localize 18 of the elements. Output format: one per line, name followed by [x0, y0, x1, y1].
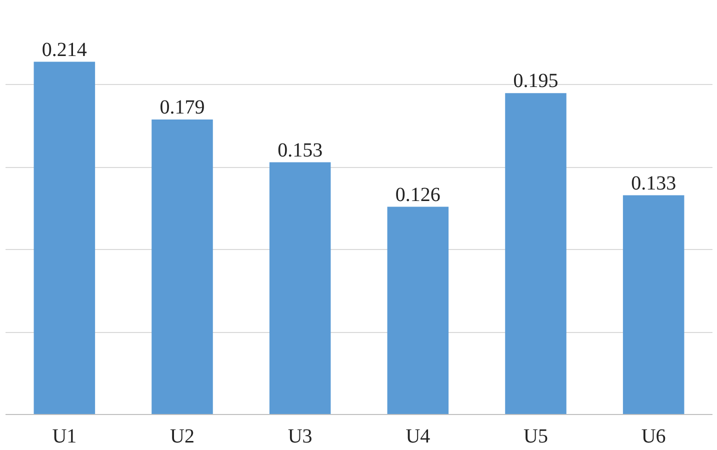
- x-tick-label: U2: [170, 426, 194, 448]
- x-tick-label: U6: [641, 426, 666, 448]
- bar: [34, 62, 96, 414]
- data-label: 0.179: [160, 96, 205, 118]
- bar: [269, 162, 331, 414]
- data-label: 0.214: [42, 38, 87, 61]
- bar: [622, 195, 684, 414]
- data-label: 0.126: [395, 184, 440, 206]
- data-label: 0.133: [631, 172, 676, 194]
- bar: [152, 119, 213, 414]
- data-label: 0.195: [513, 70, 558, 92]
- x-tick-label: U5: [524, 426, 548, 448]
- x-tick-label: U4: [406, 426, 430, 448]
- bar: [505, 93, 566, 414]
- bar: [387, 206, 449, 414]
- x-tick-label: U1: [52, 426, 77, 448]
- x-tick-label: U3: [288, 426, 312, 448]
- data-label: 0.153: [278, 139, 323, 162]
